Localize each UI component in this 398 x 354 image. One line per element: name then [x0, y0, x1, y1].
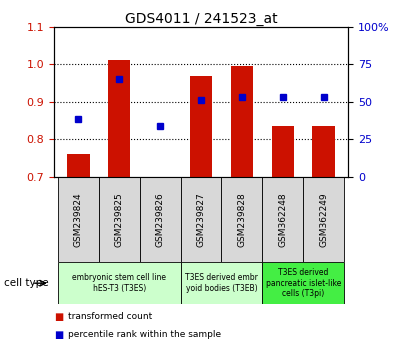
Bar — [181, 262, 262, 304]
Bar — [99, 177, 140, 262]
Text: GSM239825: GSM239825 — [115, 192, 124, 247]
Text: GSM239826: GSM239826 — [156, 192, 165, 247]
Bar — [271, 126, 294, 177]
Title: GDS4011 / 241523_at: GDS4011 / 241523_at — [125, 12, 277, 25]
Text: GSM362248: GSM362248 — [278, 192, 287, 247]
Bar — [262, 177, 303, 262]
Bar — [303, 177, 344, 262]
Bar — [231, 66, 253, 177]
Bar — [312, 126, 335, 177]
Bar — [181, 177, 221, 262]
Text: GSM362249: GSM362249 — [319, 192, 328, 247]
Text: T3ES derived
pancreatic islet-like
cells (T3pi): T3ES derived pancreatic islet-like cells… — [265, 268, 341, 298]
Text: embryonic stem cell line
hES-T3 (T3ES): embryonic stem cell line hES-T3 (T3ES) — [72, 274, 166, 293]
Text: transformed count: transformed count — [68, 312, 152, 321]
Bar — [58, 177, 99, 262]
Text: GSM239828: GSM239828 — [237, 192, 246, 247]
Text: T3ES derived embr
yoid bodies (T3EB): T3ES derived embr yoid bodies (T3EB) — [185, 274, 258, 293]
Bar — [190, 76, 212, 177]
Text: cell type: cell type — [4, 278, 49, 288]
Text: ■: ■ — [54, 330, 63, 339]
Bar — [140, 177, 181, 262]
Bar — [108, 61, 131, 177]
Text: GSM239824: GSM239824 — [74, 192, 83, 247]
Text: percentile rank within the sample: percentile rank within the sample — [68, 330, 221, 339]
Text: GSM239827: GSM239827 — [197, 192, 205, 247]
Bar — [262, 262, 344, 304]
Bar — [58, 262, 181, 304]
Text: ■: ■ — [54, 312, 63, 322]
Bar — [67, 154, 90, 177]
Bar — [221, 177, 262, 262]
